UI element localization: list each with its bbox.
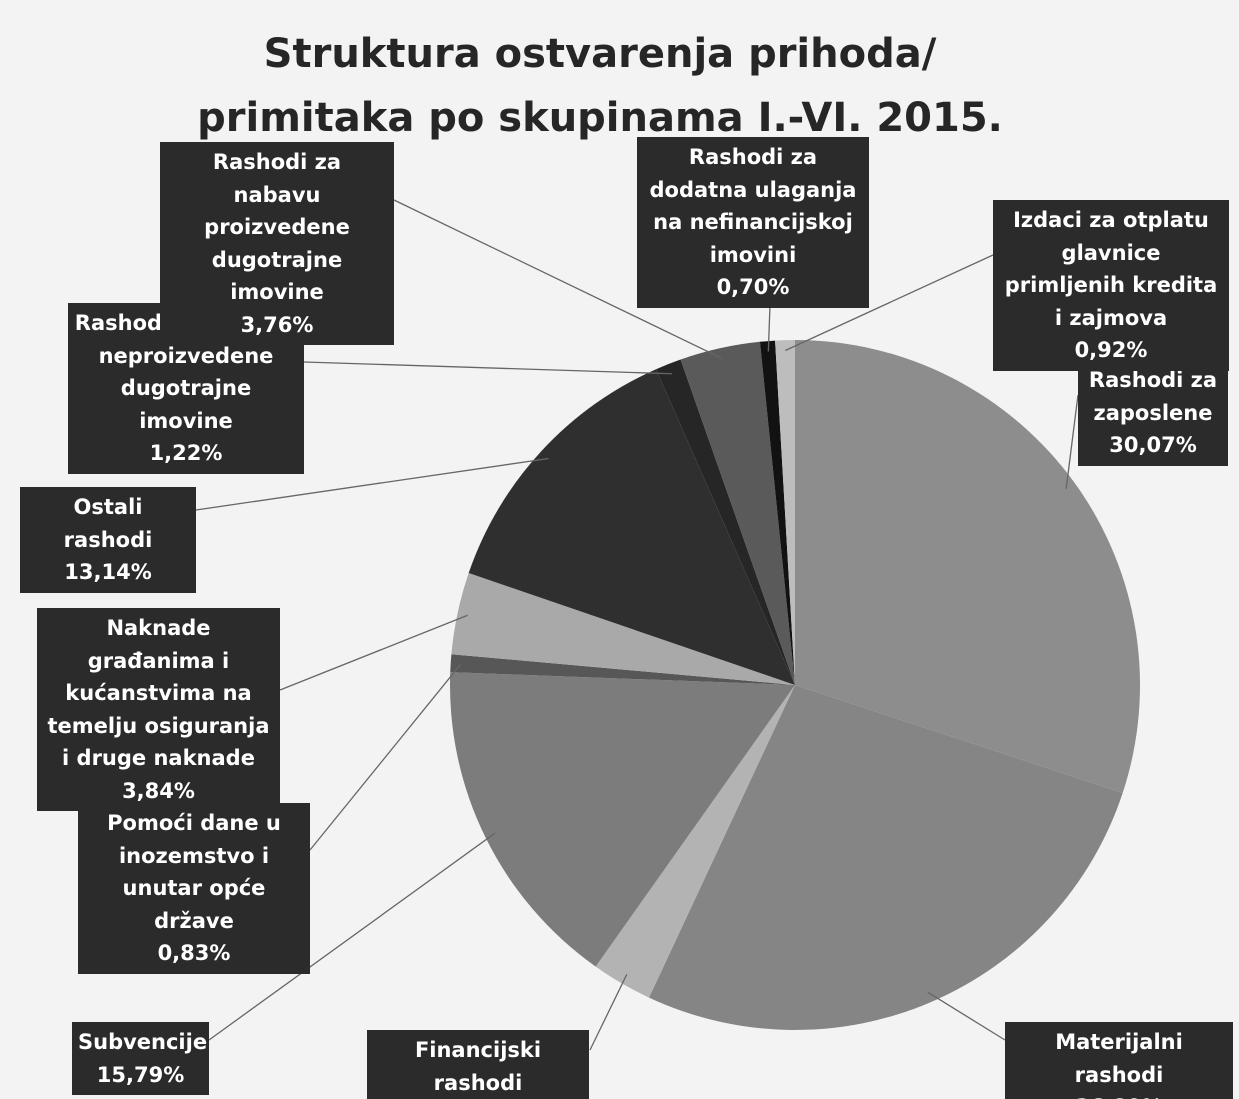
value-label: 3,76%: [240, 312, 314, 337]
category-name: Subvencije: [78, 1030, 208, 1054]
data-label: Pomoći dane u inozemstvo i unutar opće d…: [78, 803, 310, 974]
category-name: Materijalni rashodi: [1055, 1030, 1183, 1087]
category-name: Izdaci za otplatu glavnice primljenih kr…: [1004, 208, 1218, 330]
leader-line: [279, 614, 468, 691]
data-label: Ostali rashodi 13,14%: [20, 487, 196, 593]
data-label: Izdaci za otplatu glavnice primljenih kr…: [993, 200, 1229, 371]
leader-line: [208, 832, 496, 1041]
leader-line: [589, 974, 628, 1051]
pie-slice: [759, 340, 795, 685]
category-name: Naknade građanima i kućanstvima na temel…: [47, 616, 270, 771]
pie-slice: [449, 672, 795, 967]
pie-slice: [468, 369, 795, 685]
pie-slice: [656, 359, 795, 685]
pie-slice: [680, 341, 795, 685]
category-name: Pomoći dane u inozemstvo i unutar opće d…: [107, 811, 281, 933]
pie-slice: [649, 685, 1123, 1030]
pie-slice: [795, 340, 1140, 793]
data-label: Rashodi za dodatna ulaganja na nefinanci…: [637, 137, 869, 308]
data-label: Financijski rashodi2,85%: [367, 1030, 589, 1099]
category-name: Rashodi za zaposlene: [1088, 368, 1218, 425]
value-label: 30,07%: [1109, 433, 1197, 458]
leader-line: [195, 457, 549, 511]
leader-line: [393, 199, 723, 359]
leader-line: [927, 991, 1006, 1041]
value-label: 13,14%: [64, 560, 152, 585]
value-label: 1,22%: [149, 441, 223, 466]
category-name: Rashodi za nabavu proizvedene dugotrajne…: [204, 150, 350, 305]
category-name: Rashodi za dodatna ulaganja na nefinanci…: [649, 145, 857, 267]
pie-slice: [775, 340, 795, 685]
leader-line: [309, 663, 462, 851]
data-label: Rashodi za zaposlene 30,07%: [1078, 360, 1228, 466]
leader-line: [785, 254, 994, 352]
pie-slice: [451, 573, 795, 685]
data-label: Naknade građanima i kućanstvima na temel…: [37, 608, 280, 812]
value-label: 26,89%: [1011, 1091, 1227, 1099]
value-label: 3,84%: [122, 778, 195, 803]
value-label: 0,92%: [1074, 338, 1148, 363]
pie-slice: [450, 654, 795, 685]
leader-line: [303, 361, 673, 375]
category-name: Financijski rashodi: [414, 1038, 542, 1095]
data-label: Rashodi za nabavu proizvedene dugotrajne…: [160, 142, 394, 346]
value-label: 0,83%: [157, 941, 231, 966]
value-label: 0,70%: [716, 275, 790, 300]
leader-line: [767, 304, 771, 352]
data-label: Materijalni rashodi 26,89%: [1005, 1022, 1233, 1099]
category-name: Ostali rashodi: [63, 495, 153, 552]
leader-line: [1065, 394, 1079, 489]
value-label: 15,79%: [96, 1062, 185, 1087]
pie-slice: [595, 685, 795, 998]
chart-title: Struktura ostvarenja prihoda/ primitaka …: [197, 31, 1003, 141]
data-label: Subvencije 15,79%: [72, 1022, 209, 1096]
